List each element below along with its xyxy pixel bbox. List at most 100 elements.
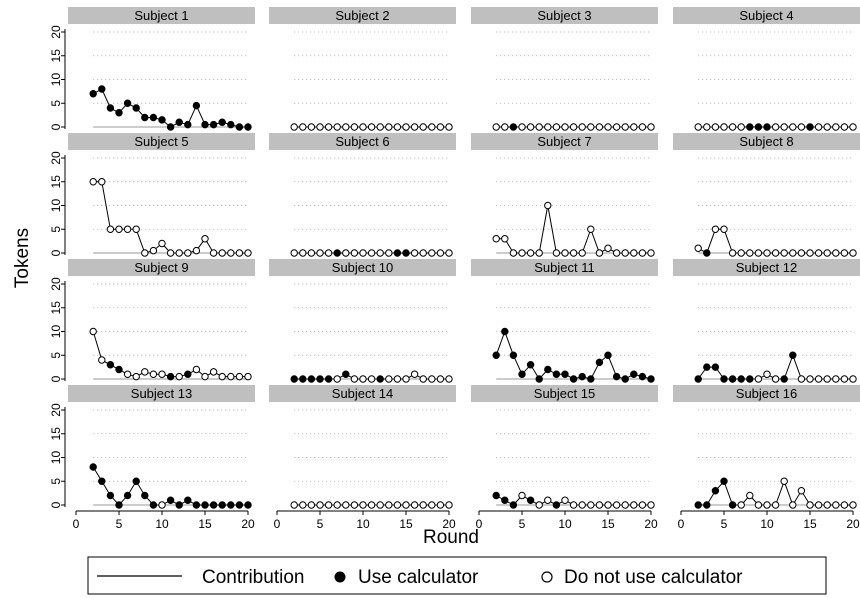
marker-no-calculator (535, 249, 543, 257)
marker-no-calculator (106, 225, 115, 233)
marker-use-calculator (703, 363, 711, 371)
y-tick-label: 0 (49, 249, 63, 256)
marker-no-calculator (535, 123, 543, 131)
x-tick-label: 5 (721, 517, 728, 531)
marker-use-calculator (149, 113, 158, 122)
marker-use-calculator (141, 491, 149, 500)
marker-use-calculator (703, 501, 711, 509)
marker-use-calculator (526, 496, 535, 504)
marker-use-calculator (711, 487, 720, 495)
panel-strip (673, 259, 860, 276)
legend-label: Do not use calculator (564, 567, 743, 588)
marker-no-calculator (342, 501, 350, 509)
y-tick-label: 5 (49, 478, 63, 485)
marker-use-calculator (595, 358, 604, 367)
marker-no-calculator (612, 123, 621, 131)
y-tick-label: 20 (49, 403, 63, 417)
marker-no-calculator (578, 249, 586, 257)
x-tick-label: 20 (644, 517, 658, 531)
panel-title: Subject 2 (335, 8, 389, 23)
marker-use-calculator (235, 123, 244, 131)
marker-use-calculator (492, 351, 500, 359)
marker-no-calculator (703, 123, 711, 131)
marker-use-calculator (175, 501, 183, 509)
marker-no-calculator (376, 123, 384, 131)
marker-no-calculator (428, 249, 436, 257)
marker-use-calculator (89, 463, 97, 471)
marker-use-calculator (235, 501, 244, 509)
marker-use-calculator (578, 372, 586, 381)
marker-use-calculator (703, 249, 711, 257)
marker-no-calculator (201, 372, 209, 381)
marker-use-calculator (123, 491, 132, 500)
marker-no-calculator (595, 249, 604, 257)
marker-no-calculator (333, 375, 341, 383)
legend-box (87, 556, 827, 595)
y-tick-label: 15 (49, 175, 63, 189)
marker-use-calculator (492, 491, 500, 500)
marker-use-calculator (552, 501, 561, 509)
marker-no-calculator (428, 501, 436, 509)
y-tick-label: 0 (49, 375, 63, 382)
marker-no-calculator (436, 501, 445, 509)
marker-use-calculator (106, 491, 115, 500)
marker-no-calculator (612, 501, 621, 509)
y-tick-label: 5 (49, 226, 63, 233)
marker-no-calculator (737, 249, 745, 257)
marker-no-calculator (316, 249, 324, 257)
marker-no-calculator (501, 235, 509, 243)
x-tick-label: 15 (399, 517, 413, 531)
x-tick-label: 5 (116, 517, 123, 531)
marker-no-calculator (445, 123, 453, 131)
marker-use-calculator (115, 109, 123, 117)
x-tick-label: 10 (155, 517, 169, 531)
marker-no-calculator (436, 249, 445, 257)
marker-use-calculator (115, 501, 123, 509)
marker-no-calculator (333, 501, 341, 509)
panel: Subject 6 (269, 133, 456, 257)
marker-use-calculator (333, 249, 341, 257)
marker-no-calculator (149, 370, 158, 378)
marker-no-calculator (402, 123, 410, 131)
legend-filled-marker (334, 571, 346, 583)
panel-title: Subject 4 (739, 8, 793, 23)
marker-no-calculator (535, 501, 543, 509)
panel: Subject 2 (269, 7, 456, 131)
x-tick-label: 5 (519, 517, 526, 531)
panel-strip (68, 259, 255, 276)
marker-no-calculator (98, 356, 106, 364)
x-tick-label: 10 (356, 517, 370, 531)
marker-no-calculator (98, 178, 106, 186)
marker-no-calculator (445, 375, 453, 383)
panel: Subject 4 (673, 7, 860, 131)
y-tick-label: 10 (49, 325, 63, 339)
marker-use-calculator (535, 375, 543, 383)
marker-no-calculator (763, 501, 771, 509)
marker-no-calculator (789, 501, 797, 509)
marker-no-calculator (526, 123, 535, 131)
marker-no-calculator (428, 123, 436, 131)
marker-no-calculator (141, 249, 149, 257)
marker-no-calculator (359, 123, 367, 131)
y-tick-label: 20 (49, 25, 63, 39)
marker-no-calculator (410, 501, 419, 509)
marker-no-calculator (419, 123, 427, 131)
marker-no-calculator (385, 123, 393, 131)
marker-no-calculator (832, 123, 840, 131)
marker-no-calculator (324, 501, 333, 509)
marker-use-calculator (166, 496, 175, 504)
marker-no-calculator (410, 123, 419, 131)
marker-no-calculator (316, 123, 324, 131)
marker-no-calculator (501, 123, 509, 131)
panel: Subject 5 0 5 10 15 20 (49, 133, 255, 257)
marker-no-calculator (823, 375, 831, 383)
marker-use-calculator (501, 327, 509, 336)
marker-use-calculator (209, 120, 218, 129)
marker-no-calculator (789, 249, 797, 257)
marker-no-calculator (630, 123, 638, 131)
marker-no-calculator (402, 501, 410, 509)
marker-no-calculator (849, 123, 857, 131)
marker-no-calculator (192, 365, 201, 374)
marker-no-calculator (612, 249, 621, 257)
